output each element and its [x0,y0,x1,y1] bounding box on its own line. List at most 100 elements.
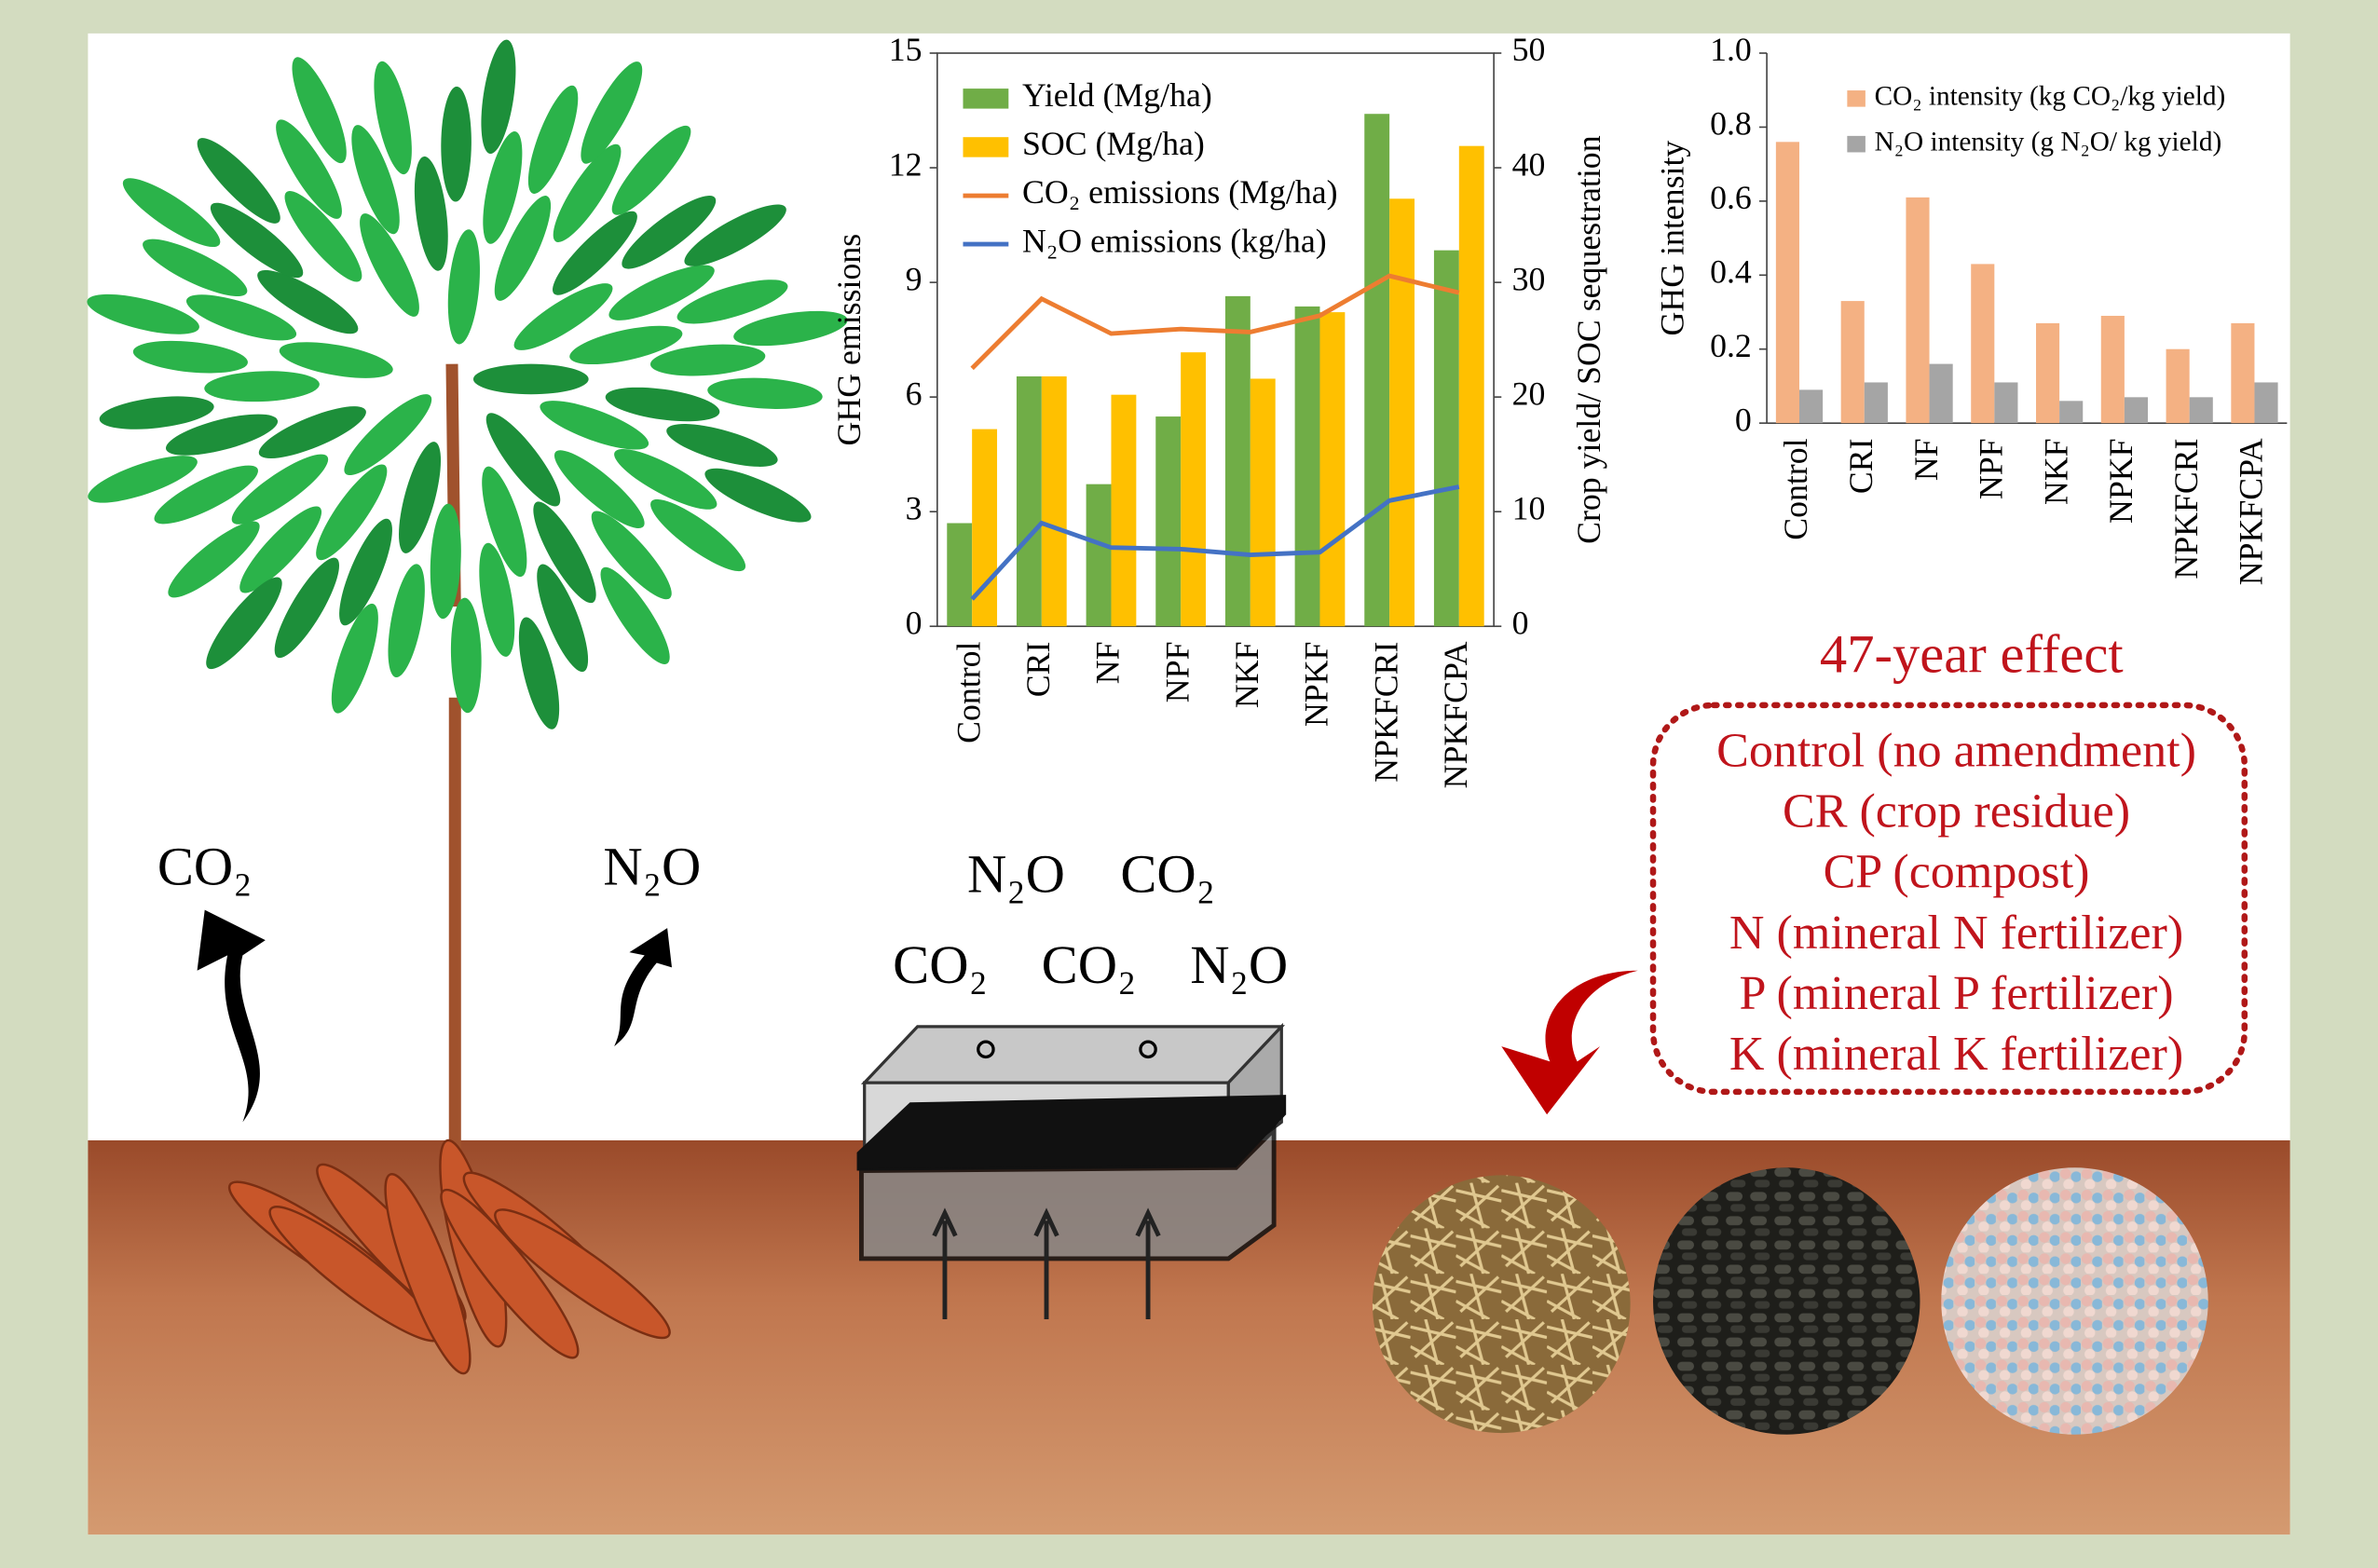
leaf [185,294,297,341]
leaf [482,466,527,578]
bar [1798,389,1824,424]
fertilizer-image [1941,1167,2208,1435]
treatment: N (mineral N fertilizer) [1729,907,2183,960]
treatment: CP (compost) [1824,846,2090,899]
bar [947,523,973,627]
leaf [483,131,523,244]
bar [1155,416,1182,627]
bar [2035,322,2060,424]
line [970,484,1460,601]
x-tick-label: NF [1089,642,1127,685]
y-axis-title: GHG intensity [1654,141,1691,336]
red-arrow [1501,970,1638,1115]
bar [1041,376,1067,627]
y2-tick-label: 30 [1512,260,1546,297]
bar [1086,484,1112,627]
legend-marker [1847,135,1866,153]
leaf [231,454,329,525]
port [1139,1040,1157,1059]
gas-label: CO₂ [893,934,988,995]
port [977,1040,995,1059]
bar [1319,312,1346,627]
leaf [600,566,670,664]
x-tick-label: NPKF [2102,438,2139,524]
x-tick-label: NPKFCRI [1367,642,1404,783]
legend-label: CO₂ emissions (Mg/ha) [1022,173,1338,211]
leaf [274,557,340,659]
gas-label: N₂O [967,843,1065,904]
leaf [388,564,425,678]
leaf [676,280,788,324]
bar [2166,348,2190,424]
leaf [479,542,515,657]
legend-marker [963,137,1009,157]
leaf [414,156,448,271]
x-tick-label: Control [1777,438,1814,539]
leaf [88,456,198,503]
leaf [143,239,248,296]
leaf [605,387,720,422]
root [494,1208,671,1340]
bar [1906,197,1930,424]
leaf [554,450,645,529]
gas-label: CO₂ [1042,934,1137,995]
leaf [622,196,717,269]
leaf [527,85,579,194]
bar [2124,397,2149,424]
roots [227,1139,671,1375]
leaf [540,401,649,450]
y2-tick-label: 0 [1512,604,1529,641]
legend-marker [1847,90,1866,107]
leaf [344,394,432,476]
x-tick-label: Control [950,641,987,743]
y-tick-label: 3 [906,489,922,526]
y-tick-label: 0 [1735,401,1752,438]
leaf [513,283,613,350]
legend-label: Yield (Mg/ha) [1022,76,1212,114]
bar [2100,315,2125,424]
bar [2254,382,2278,424]
bar [1389,198,1415,627]
y2-tick-label: 10 [1512,489,1546,526]
y2-tick-label: 20 [1512,375,1546,412]
bar [1016,376,1042,627]
bar [1458,145,1484,627]
bar [1864,382,1888,424]
leaf [553,211,637,295]
leaf [399,442,442,553]
chamber-top [860,1025,1286,1084]
bar [1994,382,2018,424]
treatment: Control (no amendment) [1716,725,2196,778]
legend-marker [963,89,1009,109]
bar [1364,114,1390,627]
leaf [206,577,282,670]
leaf [204,371,320,402]
gas-label: N₂O [603,836,701,896]
bar [1181,352,1207,627]
leaf [533,501,596,604]
leaf [684,204,786,266]
treatment: P (mineral P fertilizer) [1739,967,2173,1020]
arrow [197,909,266,1123]
y-tick-label: 1.0 [1710,31,1752,68]
leaf [581,61,643,164]
bar [2059,401,2084,424]
leaf [649,344,766,376]
leaf [316,464,388,561]
y2-axis-title: Crop yield/ SOC sequestration [1570,135,1607,544]
leaf [569,325,683,365]
legend-label: CO₂ intensity (kg CO₂/kg yield) [1875,82,2226,112]
x-tick-label: CRI [1842,438,1879,494]
bar [1929,363,1953,424]
treatment: CR (crop residue) [1783,785,2130,839]
leaf [122,178,221,248]
leaf [284,190,362,282]
chamber [856,1022,1287,1320]
bar [1111,394,1137,627]
leaf [99,396,214,429]
bar [1294,306,1320,627]
x-tick-label: NPKFCPA [2233,438,2270,585]
x-tick-label: NKF [1228,642,1265,709]
root [384,1173,472,1375]
